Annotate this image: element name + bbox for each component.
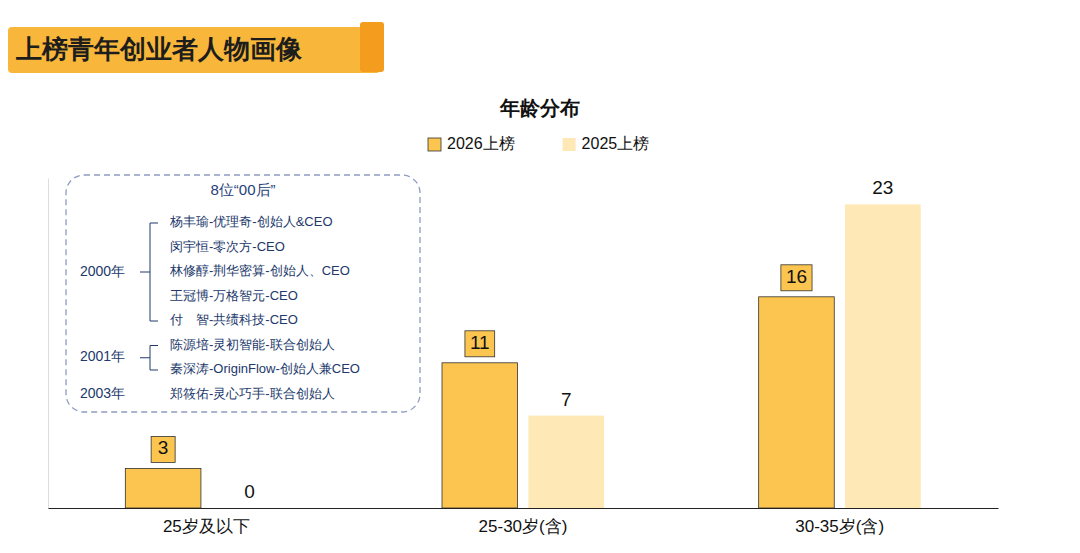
data-label-group: 3 (151, 436, 175, 462)
bar (125, 468, 201, 508)
legend-label: 2026上榜 (447, 135, 515, 152)
bar (212, 508, 288, 509)
data-label: 3 (158, 437, 169, 458)
bar (759, 297, 835, 508)
data-label: 11 (470, 332, 490, 353)
legend-swatch (563, 138, 576, 151)
legend-label: 2025上榜 (582, 135, 650, 152)
x-tick-label: 25-30岁(含) (479, 517, 568, 536)
annotation-item: 杨丰瑜-优理奇-创始人&CEO (169, 214, 333, 229)
annotation-item: 陈源培-灵初智能-联合创始人 (170, 337, 335, 352)
banner: 上榜青年创业者人物画像 (8, 22, 384, 73)
x-tick-label: 30-35岁(含) (795, 517, 884, 536)
annotation-bracket (140, 346, 158, 371)
legend-swatch (428, 138, 441, 151)
legend-item: 2026上榜 (428, 135, 515, 152)
y-axis-line (48, 179, 49, 509)
annotation-item: 付 智-共绩科技-CEO (169, 312, 298, 327)
annotation-item: 闵宇恒-零次方-CEO (170, 239, 285, 254)
x-axis: 25岁及以下 25-30岁(含) 30-35岁(含) (49, 508, 999, 536)
annotation-year: 2001年 (80, 348, 125, 364)
banner-end (360, 22, 384, 72)
x-tick: 25岁及以下 (163, 508, 250, 536)
annotation-item: 王冠博-万格智元-CEO (170, 288, 298, 303)
x-axis-line (49, 508, 999, 509)
data-label: 16 (786, 266, 807, 287)
annotation-item: 郑筱佑-灵心巧手-联合创始人 (170, 386, 335, 401)
legend-item: 2025上榜 (563, 135, 650, 152)
annotation-item: 林修醇-荆华密算-创始人、CEO (169, 263, 350, 278)
chart: 上榜青年创业者人物画像年龄分布 2026上榜 2025上榜 3 11 16 0 7 23 25岁及… (0, 0, 1080, 553)
annotation-item: 秦深涛-OriginFlow-创始人兼CEO (170, 361, 360, 376)
annotation-title: 8位“00后” (210, 181, 275, 198)
data-label-group: 11 (465, 331, 495, 357)
annotation-bracket (140, 223, 158, 321)
x-tick: 25-30岁(含) (479, 508, 568, 536)
annotation-year: 2003年 (80, 385, 125, 401)
x-tick: 30-35岁(含) (795, 508, 884, 536)
data-label: 0 (244, 481, 255, 502)
banner-bg (8, 27, 380, 73)
bar (442, 363, 518, 508)
bar (528, 416, 604, 508)
bars (125, 204, 920, 508)
annotation-year: 2000年 (80, 263, 125, 279)
data-label: 23 (872, 177, 893, 198)
data-label-box (781, 265, 812, 291)
annotation-box (66, 175, 420, 412)
data-label-box (151, 436, 175, 462)
y-axis (48, 179, 49, 509)
annotation: 8位“00后” 杨丰瑜-优理奇-创始人&CEO 闵宇恒-零次方-CEO 林修醇-荆华密… (66, 175, 420, 412)
legend: 2026上榜 2025上榜 (428, 135, 649, 152)
data-labels: 3 11 16 0 7 23 (151, 177, 893, 502)
data-label: 7 (561, 389, 572, 410)
data-label-box (465, 331, 495, 357)
data-label-group: 16 (781, 265, 812, 291)
chart-title: 年龄分布 (499, 97, 580, 119)
banner-title: 上榜青年创业者人物画像 (15, 34, 303, 64)
bar (845, 204, 921, 508)
x-tick-label: 25岁及以下 (163, 517, 250, 536)
